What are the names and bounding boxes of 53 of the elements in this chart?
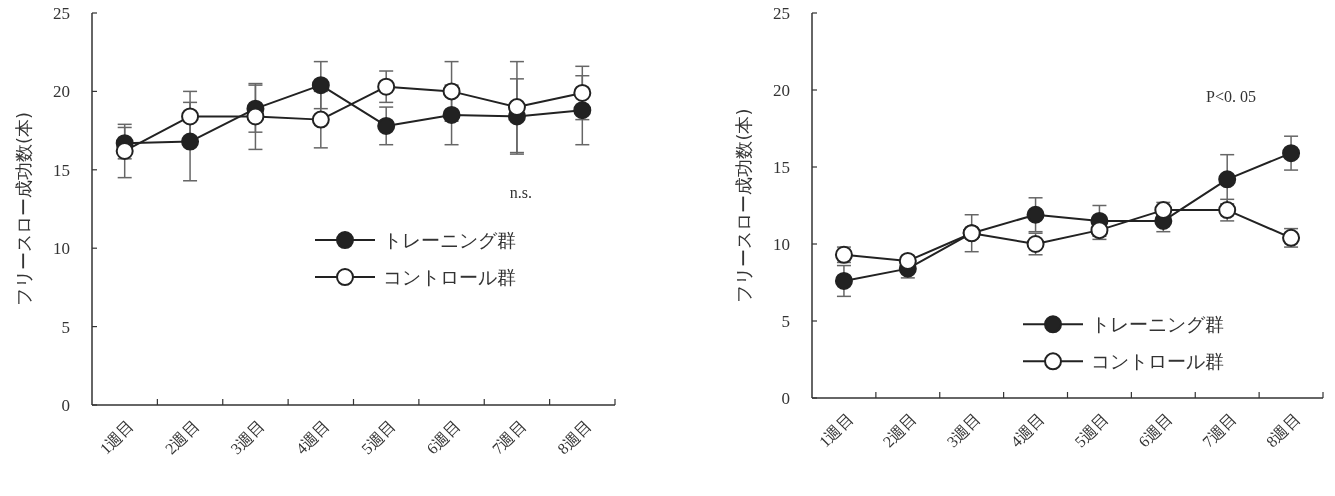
- y-axis-title: フリースロー成功数(本): [13, 111, 34, 307]
- legend-label: トレーニング群: [383, 229, 516, 252]
- y-tick-label: 25: [773, 4, 790, 23]
- x-tick-label: 7週目: [488, 417, 530, 458]
- point: [377, 116, 396, 135]
- point: [311, 76, 330, 95]
- y-tick-label: 0: [61, 396, 70, 415]
- point: [1218, 170, 1237, 189]
- point: [311, 110, 330, 129]
- x-tick-label: 3週目: [227, 417, 268, 458]
- y-tick-label: 20: [773, 81, 790, 100]
- point: [181, 132, 200, 151]
- point: [1282, 144, 1301, 163]
- point: [573, 83, 592, 102]
- point: [573, 101, 592, 120]
- x-tick-label: 1週目: [96, 417, 137, 458]
- point: [442, 82, 461, 101]
- y-tick-label: 10: [773, 235, 790, 254]
- y-tick-label: 15: [53, 160, 70, 180]
- y-tick-label: 25: [53, 4, 70, 23]
- x-tick-label: 1週目: [815, 410, 857, 451]
- point: [181, 107, 200, 126]
- y-tick-label: 5: [61, 317, 70, 337]
- x-tick-label: 2週目: [879, 410, 920, 451]
- x-tick-label: 6週目: [1135, 410, 1176, 451]
- legend-label: コントロール群: [1091, 350, 1224, 373]
- x-tick-label: 8週目: [1262, 410, 1304, 451]
- point: [377, 77, 396, 96]
- y-tick-label: 15: [773, 158, 790, 177]
- x-tick-label: 2週目: [161, 417, 203, 458]
- annotation: P<0. 05: [1206, 88, 1256, 106]
- y-tick-label: 20: [53, 82, 70, 102]
- y-tick-label: 10: [53, 239, 70, 259]
- point: [442, 105, 461, 124]
- legend-label: コントロール群: [383, 266, 516, 289]
- point: [1026, 205, 1045, 224]
- x-tick-label: 4週目: [292, 417, 333, 458]
- point: [898, 251, 917, 270]
- annotation: n.s.: [509, 184, 532, 202]
- x-tick-label: 8週目: [554, 417, 595, 458]
- x-tick-label: 7週目: [1199, 410, 1240, 451]
- x-tick-label: 3週目: [943, 410, 984, 451]
- x-tick-label: 6週目: [423, 417, 464, 458]
- y-tick-label: 0: [781, 389, 790, 408]
- point: [246, 107, 265, 126]
- y-axis-title: フリースロー成功数(本): [733, 108, 754, 303]
- y-tick-label: 5: [781, 312, 790, 331]
- legend-label: トレーニング群: [1091, 313, 1224, 336]
- x-tick-label: 5週目: [1071, 410, 1112, 451]
- x-tick-label: 5週目: [358, 417, 399, 458]
- point: [834, 271, 853, 290]
- point: [1090, 221, 1109, 240]
- x-tick-label: 4週目: [1007, 410, 1048, 451]
